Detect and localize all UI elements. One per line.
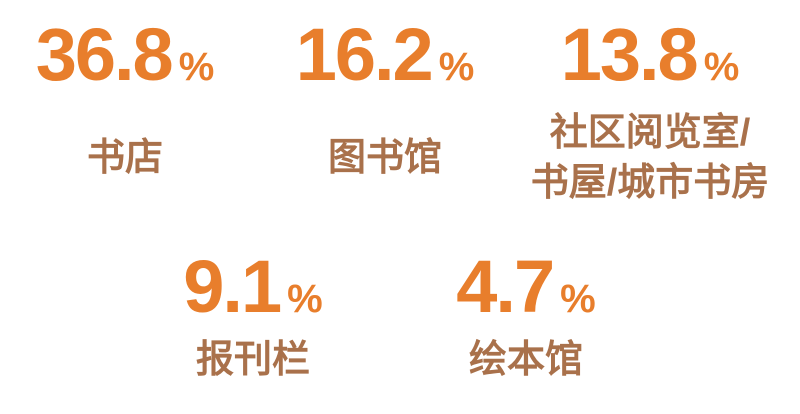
stat-label: 报刊栏 [195,338,310,381]
percent-sign: % [178,45,215,89]
stat-number: 4.7 [456,245,555,328]
stat-label: 书店 [86,136,163,179]
stat-label-zone: 书店 [20,102,230,214]
stat-value: 4.7% [420,248,632,326]
stat-value: 13.8% [505,16,795,94]
stat-item-newspaper-stand: 9.1% 报刊栏 [148,248,358,381]
stat-label: 绘本馆 [468,338,583,381]
stat-number: 16.2 [295,13,434,96]
stat-item-community-reading-room: 13.8% 社区阅览室/ 书屋/城市书房 [505,16,795,204]
percent-sign: % [703,45,740,89]
stat-value: 36.8% [20,16,230,94]
stat-number: 9.1 [183,245,282,328]
stat-item-picture-book-hall: 4.7% 绘本馆 [420,248,632,381]
stat-item-library: 16.2% 图书馆 [285,16,485,179]
stat-label-zone: 报刊栏 [148,332,358,388]
stat-label-zone: 社区阅览室/ 书屋/城市书房 [505,102,795,214]
percent-sign: % [438,45,475,89]
stat-item-bookstore: 36.8% 书店 [20,16,230,179]
stat-label: 图书馆 [327,136,442,179]
percent-sign: % [287,277,323,321]
percent-sign: % [560,277,596,321]
stat-label-zone: 绘本馆 [420,332,632,388]
stat-label: 社区阅览室/ [549,111,751,154]
stat-number: 13.8 [560,13,699,96]
stat-value: 9.1% [148,248,358,326]
stat-value: 16.2% [285,16,485,94]
stat-label-line2: 书屋/城市书房 [530,162,770,204]
stat-number: 36.8 [35,13,174,96]
stat-label-zone: 图书馆 [285,102,485,214]
